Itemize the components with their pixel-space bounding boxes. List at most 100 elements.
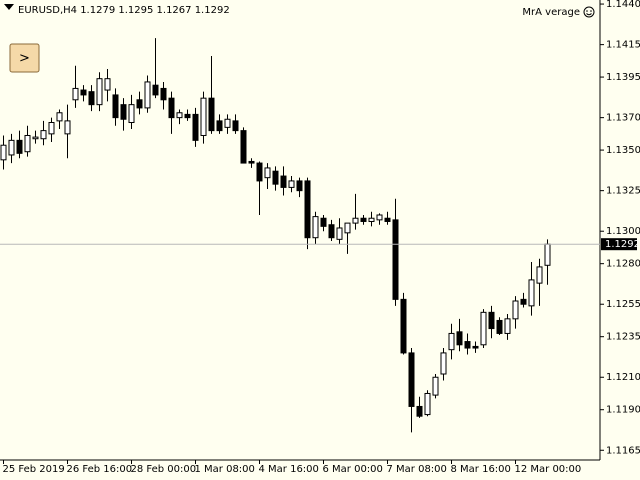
y-tick-label: 1.1210 — [606, 372, 640, 383]
candle-body — [152, 84, 159, 96]
x-tick-label: 25 Feb 2019 — [3, 464, 65, 475]
y-tick-label: 1.1350 — [606, 145, 640, 156]
candle-body — [168, 97, 175, 119]
candle-body — [376, 214, 383, 221]
candle-body — [160, 87, 167, 101]
candle-body — [456, 331, 463, 346]
x-tick-label: 6 Mar 00:00 — [323, 464, 383, 475]
y-tick-label: 1.1255 — [606, 299, 640, 310]
smiley — [583, 6, 595, 18]
y-tick-label: 1.1300 — [606, 226, 640, 237]
y-tick-label: 1.1190 — [606, 405, 640, 416]
candle-body — [232, 120, 239, 132]
candle-body — [200, 97, 207, 136]
candle-body — [120, 104, 127, 120]
candle-body — [64, 120, 71, 135]
x-tick-label: 7 Mar 08:00 — [387, 464, 447, 475]
candle-body — [432, 376, 439, 396]
button-label[interactable]: > — [19, 51, 30, 66]
candle-body — [392, 219, 399, 300]
x-tick-label: 26 Feb 16:00 — [67, 464, 133, 475]
y-tick-label: 1.1415 — [606, 40, 640, 51]
candle-body — [400, 298, 407, 354]
candle-body — [24, 134, 31, 153]
candle-body — [424, 392, 431, 416]
candle-body — [176, 112, 183, 119]
candle-body — [304, 180, 311, 239]
candle-body — [264, 167, 271, 179]
candle-body — [520, 298, 527, 305]
candle-body — [296, 180, 303, 192]
x-tick-label: 12 Mar 00:00 — [515, 464, 582, 475]
x-tick-label: 4 Mar 16:00 — [259, 464, 319, 475]
last-price-box — [601, 238, 637, 251]
candle-body — [56, 112, 63, 122]
y-tick-label: 1.1280 — [606, 259, 640, 270]
candle-body — [496, 319, 503, 334]
candle-body — [408, 352, 415, 407]
candle-body — [88, 91, 95, 106]
x-tick-label: 1 Mar 08:00 — [195, 464, 255, 475]
candle-body — [80, 89, 87, 96]
candle-body — [40, 130, 47, 140]
candle-body — [344, 222, 351, 234]
candle-body — [536, 266, 543, 284]
candle-body — [288, 180, 295, 188]
candle-body — [224, 118, 231, 128]
candle-body — [256, 162, 263, 182]
candle-body — [16, 139, 23, 154]
chart-title: EURUSD,H4 1.1279 1.1295 1.1267 1.1292 — [18, 5, 230, 16]
y-tick-label: 1.1235 — [606, 332, 640, 343]
indicator-label: MrA verage — [522, 7, 580, 18]
x-tick-label: 8 Mar 16:00 — [451, 464, 511, 475]
candle-body — [48, 122, 55, 135]
y-tick-label: 1.1370 — [606, 113, 640, 124]
scroll-button[interactable]: > — [9, 43, 40, 73]
candle-body — [136, 99, 143, 109]
y-tick-label: 1.1325 — [606, 186, 640, 197]
candle-body — [480, 311, 487, 346]
candle-body — [184, 113, 191, 119]
candle-body — [512, 300, 519, 320]
candle-body — [320, 217, 327, 227]
candle-body — [216, 120, 223, 132]
candle-body — [488, 311, 495, 330]
candle-body — [112, 94, 119, 119]
candle-body — [352, 217, 359, 224]
candle-body — [368, 217, 375, 222]
candle-body — [336, 227, 343, 240]
candle-body — [464, 341, 471, 349]
candle-body — [208, 97, 215, 132]
candle-body — [544, 243, 551, 266]
candle-body — [192, 113, 199, 141]
candle-body — [8, 139, 15, 156]
candle-body — [144, 81, 151, 109]
candle-body — [272, 170, 279, 185]
candle-body — [448, 332, 455, 351]
y-tick-label: 1.1440 — [606, 0, 640, 10]
candle-body — [312, 216, 319, 239]
candle-body — [104, 78, 111, 91]
last-price-label: 1.1292 — [605, 239, 640, 250]
candle-body — [96, 78, 103, 106]
candle-body — [504, 318, 511, 334]
candle-body — [0, 144, 7, 161]
candle-body — [472, 345, 479, 349]
candle-body — [280, 175, 287, 188]
candle-body — [360, 217, 367, 222]
x-tick-label: 28 Feb 00:00 — [131, 464, 197, 475]
candle-body — [416, 405, 423, 417]
candle-body — [72, 87, 79, 101]
candle-body — [32, 136, 39, 140]
y-tick-label: 1.1395 — [606, 72, 640, 83]
y-tick-label: 1.1165 — [606, 445, 640, 456]
candle-body — [328, 224, 335, 239]
candle-body — [240, 130, 247, 164]
candle-body — [384, 217, 391, 222]
candle-body — [128, 104, 135, 124]
menu-triangle[interactable] — [4, 4, 14, 10]
candle-body — [528, 279, 535, 307]
candle-body — [248, 160, 255, 164]
